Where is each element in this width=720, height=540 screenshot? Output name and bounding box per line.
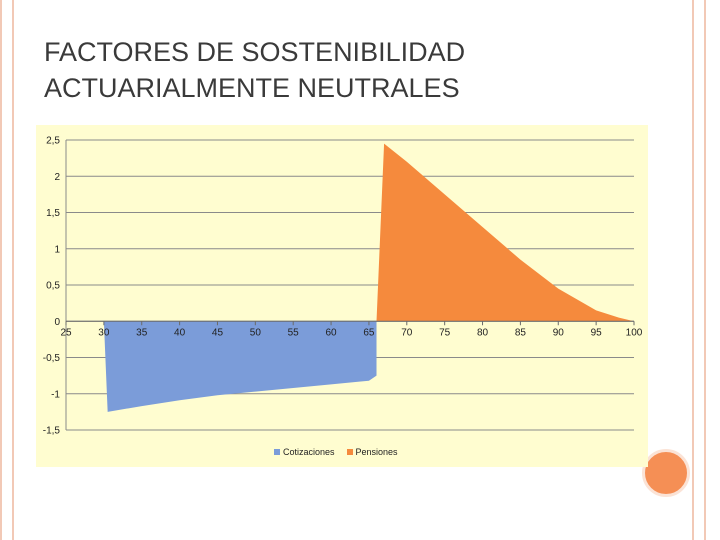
x-tick-label: 35	[136, 327, 148, 338]
decor-line-left	[0, 0, 2, 540]
x-tick-label: 80	[477, 327, 489, 338]
y-tick-label: 2	[54, 172, 60, 183]
legend: Cotizaciones Pensiones	[274, 447, 398, 457]
x-tick-label: 85	[515, 327, 527, 338]
area-chart: 2,5 2 1,5 1 0,5 0 -0,5 -1 -1,5 25 30 35 40 45 50 55 60 6…	[43, 136, 643, 437]
x-tick-label: 100	[626, 327, 643, 338]
series-area-pensiones	[376, 143, 634, 322]
legend-swatch-cotizaciones	[274, 449, 280, 455]
x-tick-label: 40	[174, 327, 186, 338]
slide-title: FACTORES DE SOSTENIBILIDAD ACTUARIALMENT…	[44, 37, 466, 103]
y-tick-labels: 2,5 2 1,5 1 0,5 0 -0,5 -1 -1,5	[43, 136, 61, 437]
legend-label-pensiones: Pensiones	[355, 447, 398, 457]
x-tick-label: 65	[363, 327, 375, 338]
x-tick-label: 45	[212, 327, 224, 338]
chart-area: 2,5 2 1,5 1 0,5 0 -0,5 -1 -1,5 25 30 35 40 45 50 55 60 6…	[36, 125, 648, 467]
series-area-cotizaciones	[103, 321, 377, 412]
x-tick-label: 95	[591, 327, 603, 338]
decor-circle	[642, 449, 690, 497]
x-tick-label: 25	[60, 327, 72, 338]
x-tick-label: 70	[401, 327, 413, 338]
x-tick-label: 90	[553, 327, 565, 338]
axes	[65, 140, 635, 430]
legend-item-cotizaciones: Cotizaciones	[274, 447, 335, 457]
x-tick-labels: 25 30 35 40 45 50 55 60 65 70 75 80 85 90 95 100	[60, 327, 642, 338]
y-tick-label: -0,5	[43, 353, 61, 364]
decor-line-right	[692, 0, 694, 540]
legend-swatch-pensiones	[346, 449, 353, 455]
x-tick-label: 60	[326, 327, 338, 338]
legend-label-cotizaciones: Cotizaciones	[283, 447, 335, 457]
y-tick-label: -1,5	[43, 426, 61, 437]
x-tick-label: 30	[98, 327, 110, 338]
legend-item-pensiones: Pensiones	[346, 447, 398, 457]
y-tick-label: 0	[54, 317, 60, 328]
x-tick-label: 75	[439, 327, 451, 338]
x-tick-label: 50	[250, 327, 262, 338]
y-tick-label: 1,5	[46, 208, 60, 219]
series-areas	[103, 143, 634, 412]
y-tick-label: -1	[51, 389, 60, 400]
y-tick-label: 0,5	[46, 281, 60, 292]
y-tick-label: 1	[54, 244, 60, 255]
decor-line-left-inner	[12, 0, 14, 540]
x-tick-label: 55	[288, 327, 300, 338]
decor-line-right-inner	[704, 0, 706, 540]
y-tick-label: 2,5	[46, 136, 60, 147]
